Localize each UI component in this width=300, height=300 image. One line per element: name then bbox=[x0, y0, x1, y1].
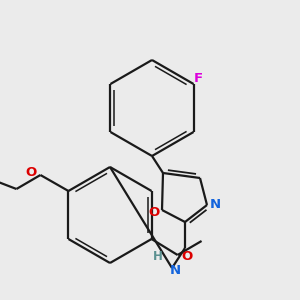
Text: O: O bbox=[148, 206, 160, 220]
Text: N: N bbox=[169, 263, 181, 277]
Text: H: H bbox=[153, 250, 163, 262]
Text: N: N bbox=[209, 199, 220, 212]
Text: O: O bbox=[26, 167, 37, 179]
Text: F: F bbox=[194, 73, 203, 85]
Text: O: O bbox=[181, 250, 192, 263]
